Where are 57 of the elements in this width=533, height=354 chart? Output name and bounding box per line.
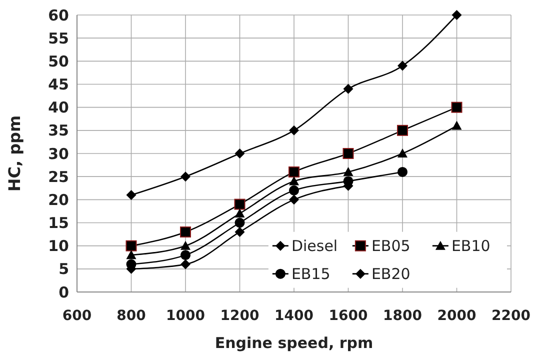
point: [451, 102, 462, 113]
point: [452, 120, 462, 130]
y-tick-label: 60: [48, 6, 69, 24]
point: [288, 166, 300, 178]
x-tick-label: 1000: [166, 308, 206, 324]
point: [180, 226, 191, 238]
y-tick-label: 50: [48, 52, 69, 70]
point: [126, 240, 137, 252]
point: [452, 10, 462, 20]
y-axis-title: HC, ppm: [5, 115, 24, 192]
point: [234, 226, 245, 237]
x-tick-label: 1600: [328, 308, 368, 324]
point: [398, 166, 408, 177]
y-tick-label: 0: [58, 283, 69, 302]
legend-label: EB05: [371, 237, 410, 256]
point: [126, 250, 136, 260]
point: [180, 250, 190, 260]
point: [126, 190, 136, 200]
point: [180, 240, 190, 250]
legend-label: EB10: [451, 237, 490, 256]
y-tick-label: 25: [48, 168, 69, 186]
point: [289, 185, 299, 196]
legend-label: EB20: [371, 265, 410, 284]
point: [180, 172, 190, 182]
x-tick-label: 1200: [220, 308, 260, 324]
point: [289, 125, 299, 136]
point: [342, 148, 354, 159]
x-tick-label: 800: [116, 308, 146, 324]
point: [234, 148, 245, 158]
y-tick-label: 35: [48, 122, 69, 140]
point: [180, 259, 190, 270]
point: [289, 194, 299, 205]
y-tick-label: 55: [48, 29, 69, 48]
point: [289, 176, 299, 186]
x-tick-label: 2000: [437, 308, 476, 324]
y-tick-label: 5: [58, 260, 69, 278]
point: [398, 148, 408, 158]
y-tick-label: 40: [48, 98, 69, 117]
legend-label: Diesel: [291, 237, 338, 256]
point: [234, 218, 245, 228]
y-tick-label: 20: [48, 190, 69, 209]
legend-label: EB15: [291, 265, 330, 284]
y-tick-label: 30: [48, 144, 69, 163]
point: [397, 124, 408, 136]
y-tick-label: 10: [48, 237, 69, 256]
x-tick-label: 2200: [492, 308, 531, 324]
point: [343, 166, 354, 176]
y-tick-label: 15: [48, 214, 69, 232]
point: [234, 208, 245, 218]
y-tick-label: 45: [48, 76, 69, 94]
x-axis-title: Engine speed, rpm: [214, 334, 374, 352]
x-tick-label: 600: [62, 308, 92, 324]
point: [398, 60, 408, 71]
x-tick-label: 1400: [274, 308, 314, 324]
point: [343, 84, 354, 94]
point: [234, 198, 246, 210]
x-tick-label: 1800: [383, 308, 422, 324]
